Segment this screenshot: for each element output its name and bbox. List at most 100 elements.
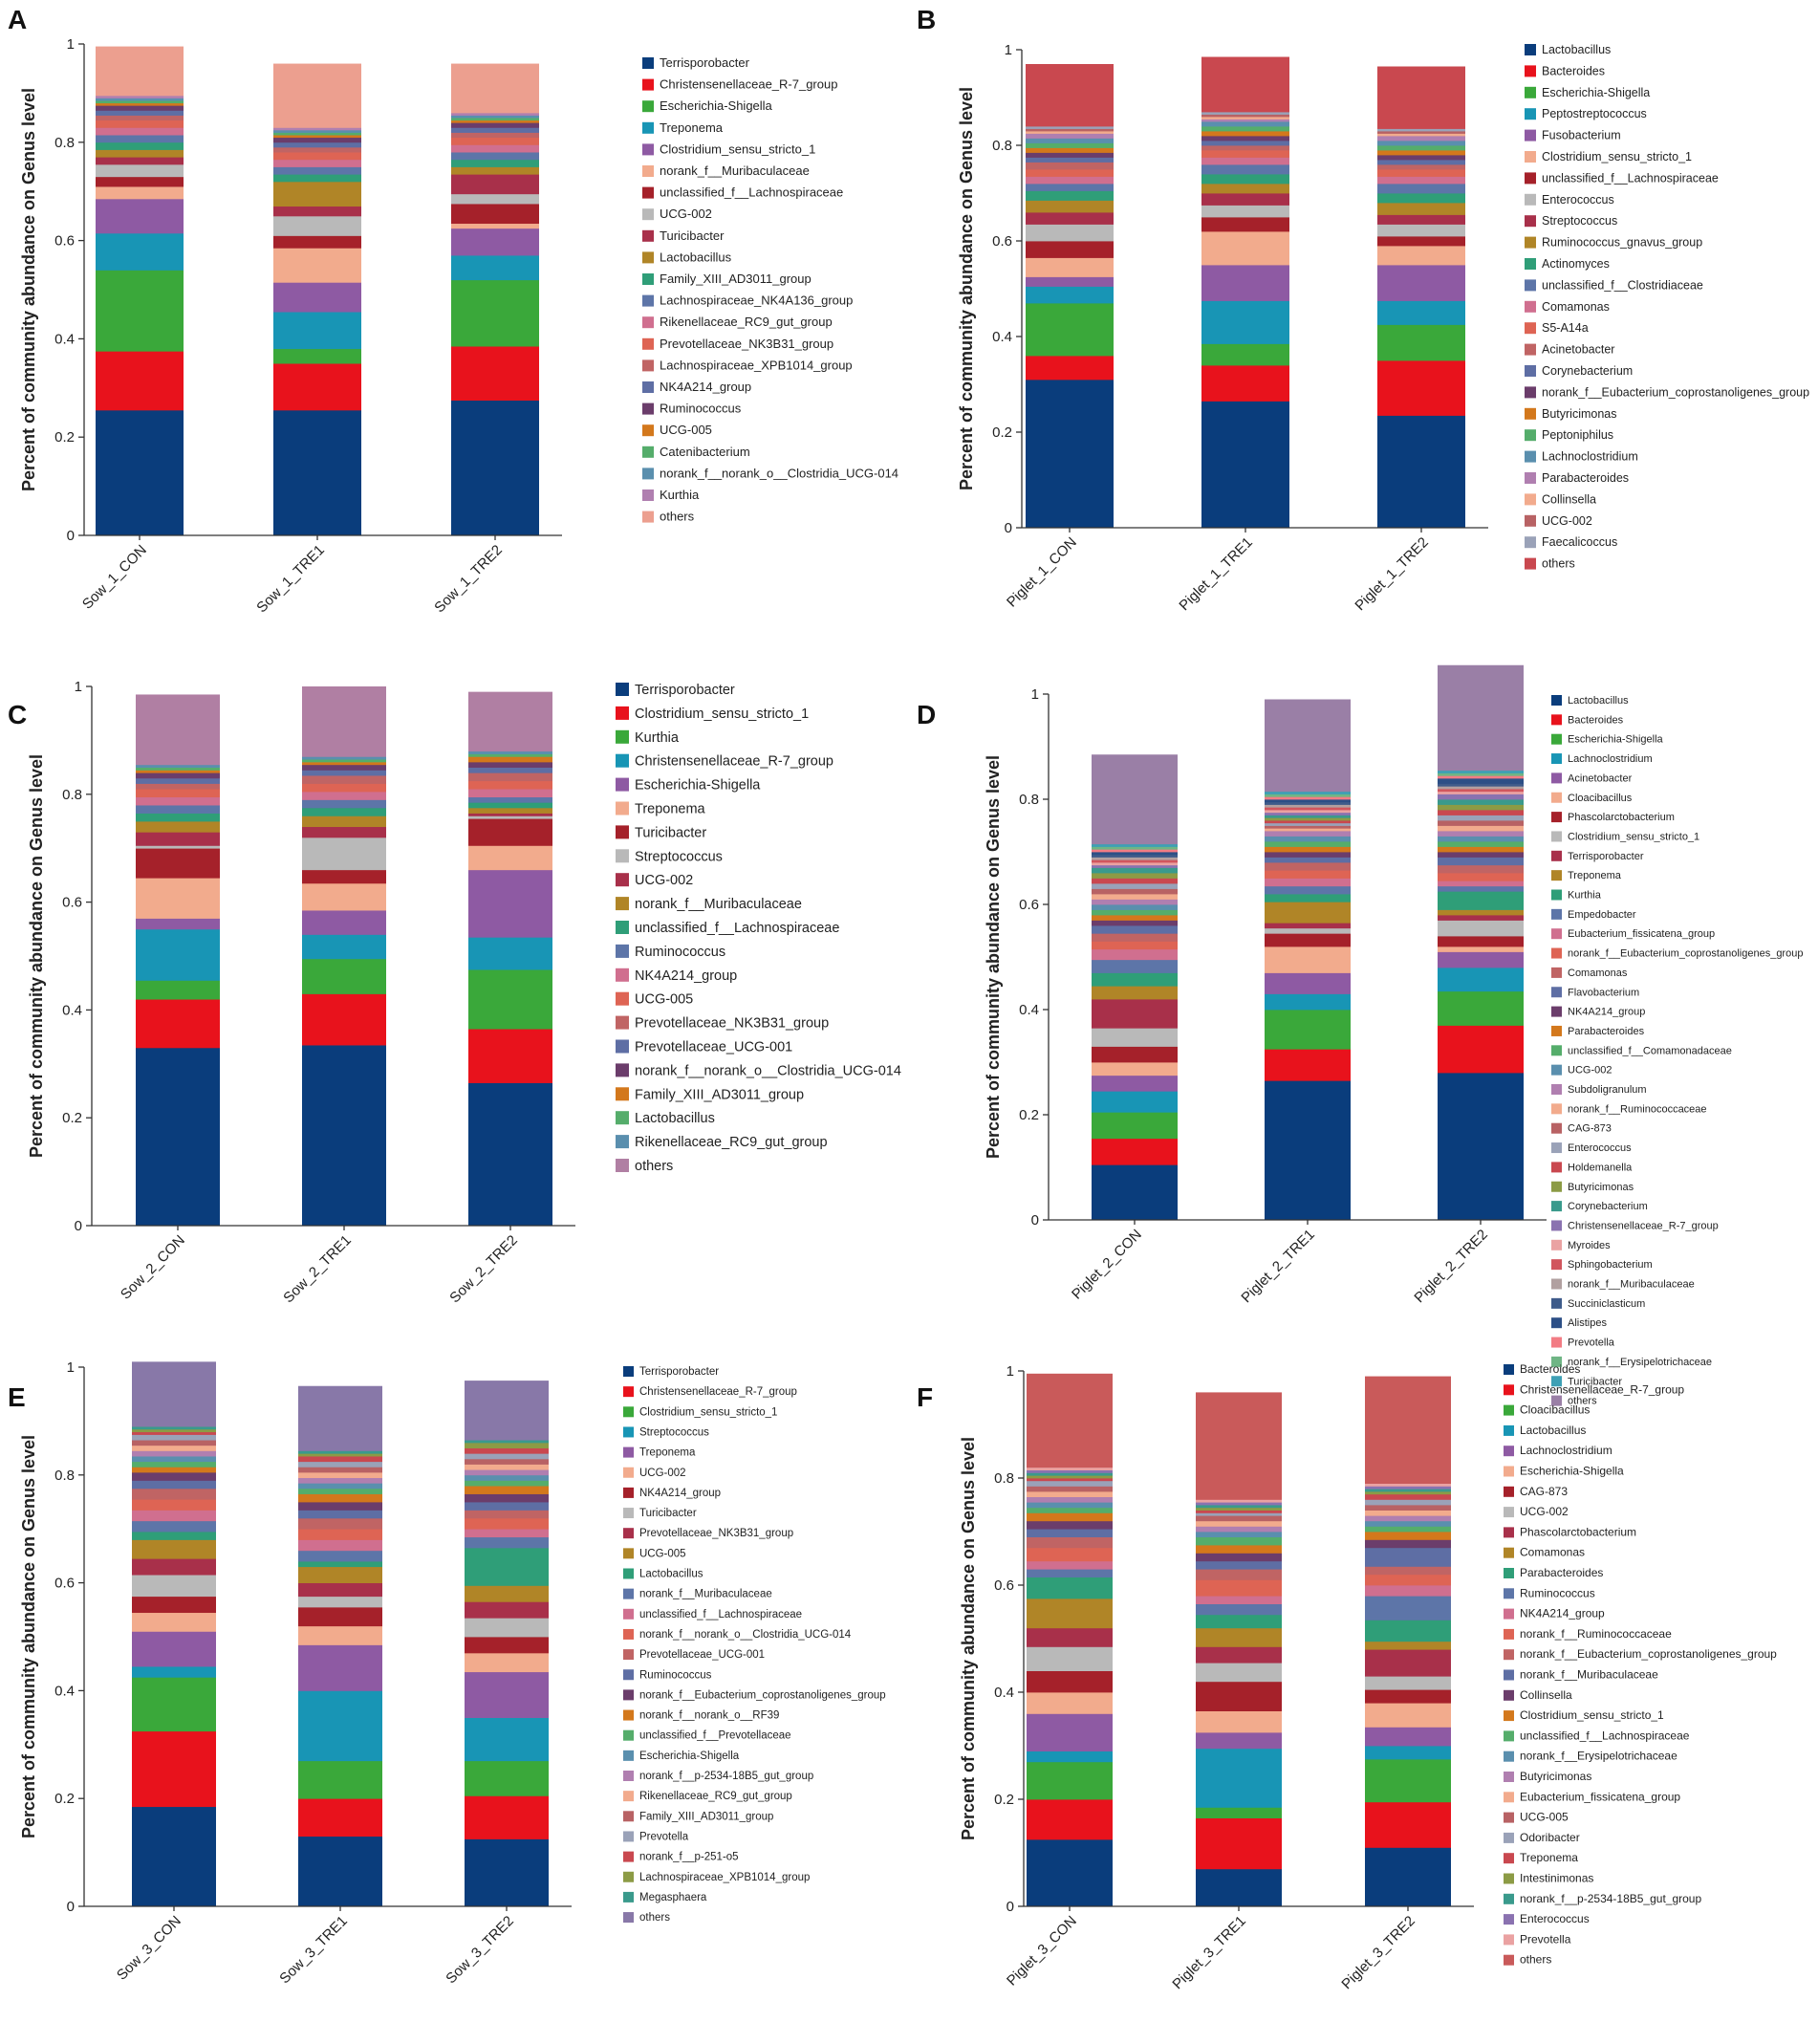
bar-segment-cloacibacillus-piglet-2-tre1 <box>1265 946 1351 973</box>
bar-segment-turicibacter-sow-2-tre2 <box>468 818 552 846</box>
bar-segment-unclassified-f-prevotellaceae-sow-3-con <box>132 1461 216 1468</box>
legend-swatch-phascolarctobacterium <box>1504 1527 1514 1538</box>
legend-label: Treponema <box>660 120 724 135</box>
x-tick-label: Piglet_1_TRE1 <box>1176 534 1255 614</box>
bar-segment-bacteroides-piglet-1-tre1 <box>1201 365 1289 402</box>
bar-segment-intestinimonas-piglet-3-tre2 <box>1365 1491 1451 1495</box>
bar-segment-ucg-005-sow-1-tre1 <box>273 135 361 139</box>
legend-swatch-actinomyces <box>1525 258 1536 270</box>
bar-segment-turicibacter-piglet-2-tre1 <box>1265 791 1351 794</box>
bar-segment-lachnospiraceae-xpb1014-group-sow-3-tre1 <box>298 1453 382 1457</box>
legend-swatch-escherichia-shigella <box>1504 1466 1514 1477</box>
bar-segment-cag-873-piglet-3-tre2 <box>1365 1689 1451 1704</box>
bar-segment-escherichia-shigella-piglet-2-con <box>1092 1112 1178 1140</box>
legend-label: norank_f__p-2534-18B5_gut_group <box>639 1771 813 1782</box>
bar-segment-butyricimonas-piglet-3-tre1 <box>1196 1526 1282 1533</box>
chart-e: E Percent of community abundance on Genus… <box>8 1359 886 1987</box>
y-tick-label: 0.6 <box>62 895 82 911</box>
bar-segment-terrisporobacter-piglet-2-tre2 <box>1438 915 1524 921</box>
bar-segment-unclassified-f-lachnospiraceae-sow-3-con <box>132 1510 216 1522</box>
bar-segment-sphingobacterium-piglet-2-con <box>1092 859 1178 863</box>
bar-segment-prevotella-piglet-3-tre1 <box>1196 1499 1282 1503</box>
legend-swatch-ruminococcus-gnavus-group <box>1525 236 1536 249</box>
legend-label: Megasphaera <box>639 1892 707 1903</box>
bar-segment-megasphaera-sow-3-tre1 <box>298 1450 382 1454</box>
y-tick-label: 0.8 <box>54 135 75 151</box>
bar-segment-nk4a214-group-sow-1-con <box>96 110 184 116</box>
legend-label: Butyricimonas <box>1520 1770 1591 1783</box>
y-tick-label: 0.2 <box>62 1110 82 1126</box>
bar-segment-prevotellaceae-ucg-001-sow-2-tre1 <box>302 770 386 776</box>
legend-label: unclassified_f__Lachnospiraceae <box>1520 1729 1690 1742</box>
legend-label: Clostridium_sensu_stricto_1 <box>1568 831 1699 842</box>
y-tick-label: 1 <box>1005 42 1012 58</box>
legend-swatch-prevotella <box>1551 1337 1562 1348</box>
bar-segment-treponema-piglet-3-con <box>1027 1478 1113 1482</box>
legend-swatch-ruminococcus <box>1504 1588 1514 1599</box>
bar-segment-lactobacillus-sow-3-tre1 <box>298 1561 382 1568</box>
bar-segment-bacteroides-piglet-1-con <box>1026 356 1114 381</box>
bar-segment-ucg-005-sow-3-tre2 <box>465 1585 549 1602</box>
bar-segment-lactobacillus-sow-2-con <box>136 767 220 771</box>
bar-segment-treponema-sow-3-tre1 <box>298 1644 382 1691</box>
bar-segment-succiniclasticum-piglet-2-tre1 <box>1265 801 1351 805</box>
bar-segment-terrisporobacter-sow-2-con <box>136 1047 220 1227</box>
legend-label: Corynebacterium <box>1542 364 1633 378</box>
bar-segment-lactobacillus-piglet-2-tre1 <box>1265 1080 1351 1221</box>
y-tick-label: 0.2 <box>1019 1107 1039 1123</box>
legend-label: norank_f__Ruminococcaceae <box>1568 1103 1707 1115</box>
bar-segment-peptoniphilus-piglet-1-tre2 <box>1377 145 1465 151</box>
bar-segment-eubacterium-fissicatena-group-piglet-2-tre1 <box>1265 878 1351 887</box>
bar-segment-lactobacillus-sow-3-tre2 <box>465 1547 549 1586</box>
legend-label: Turicibacter <box>1568 1376 1622 1387</box>
bar-segment-escherichia-shigella-sow-1-con <box>96 270 184 352</box>
legend-label: Escherichia-Shigella <box>1568 734 1664 746</box>
legend-label: Lachnoclostridium <box>1542 450 1638 464</box>
bar-segment-ucg-005-sow-3-tre1 <box>298 1566 382 1583</box>
bar-segment-unclassified-f-lachnospiraceae-sow-3-tre2 <box>465 1529 549 1538</box>
bar-segment-christensenellaceae-r-7-group-sow-2-tre2 <box>468 937 552 970</box>
chart-f: F Percent of community abundance on Genus… <box>917 1362 1777 1992</box>
legend-swatch-lactobacillus <box>1551 695 1562 706</box>
bar-segment-prevotella-piglet-2-tre2 <box>1438 775 1524 779</box>
bar-segment-others-sow-2-tre2 <box>468 691 552 752</box>
bar-segment-ucg-005-sow-2-tre1 <box>302 783 386 793</box>
bar-segment-norank-f-muribaculaceae-sow-3-tre1 <box>298 1550 382 1562</box>
bar-segment-nk4a214-group-sow-3-tre1 <box>298 1606 382 1627</box>
bar-group-sow-2-tre1 <box>302 686 386 1227</box>
panel-label: B <box>917 5 936 34</box>
legend-swatch-subdoligranulum <box>1551 1084 1562 1095</box>
bar-segment-cloacibacillus-piglet-3-tre1 <box>1196 1807 1282 1818</box>
x-tick-label: Piglet_3_TRE2 <box>1338 1913 1418 1992</box>
bar-segment-acinetobacter-piglet-2-con <box>1092 1075 1178 1092</box>
legend-swatch-collinsella <box>1504 1689 1514 1701</box>
legend-swatch-nk4a214-group <box>616 968 629 982</box>
legend-label: Prevotella <box>639 1831 689 1842</box>
bar-segment-norank-f-norank-o-clostridia-ucg-014-sow-3-tre1 <box>298 1529 382 1540</box>
bar-segment-lactobacillus-sow-1-tre2 <box>451 166 539 175</box>
bar-segment-lactobacillus-sow-1-con <box>96 149 184 158</box>
bar-group-piglet-2-tre2 <box>1438 664 1524 1221</box>
legend-swatch-cloacibacillus <box>1504 1404 1514 1416</box>
legend-swatch-s5-a14a <box>1525 322 1536 335</box>
legend-swatch-unclassified-f-prevotellaceae <box>623 1729 634 1741</box>
bar-segment-lachnoclostridium-piglet-1-con <box>1026 138 1114 143</box>
legend-label: Collinsella <box>1520 1688 1572 1702</box>
x-tick-label: Sow_1_TRE2 <box>431 542 505 616</box>
bar-segment-enterococcus-piglet-3-tre2 <box>1365 1486 1451 1490</box>
legend-swatch-terrisporobacter <box>642 57 654 69</box>
legend-label: norank_f__Eubacterium_coprostanoligenes_… <box>1542 385 1809 399</box>
bar-segment-parabacteroides-piglet-3-tre1 <box>1196 1614 1282 1629</box>
bar-segment-norank-f-eubacterium-coprostanoligenes-group-piglet-3-con <box>1027 1536 1113 1549</box>
legend-swatch-prevotellaceae-nk3b31-group <box>616 1015 629 1030</box>
bar-segment-enterococcus-piglet-2-con <box>1092 883 1178 889</box>
bar-segment-nk4a214-group-sow-3-tre2 <box>465 1637 549 1654</box>
legend-label: Streptococcus <box>635 849 723 864</box>
bar-segment-ucg-002-piglet-2-tre1 <box>1265 836 1351 842</box>
bar-segment-streptococcus-sow-3-con <box>132 1666 216 1678</box>
panel-label: A <box>8 5 27 34</box>
legend-swatch-norank-f-norank-o-clostridia-ucg-014 <box>642 468 654 480</box>
bar-segment-turicibacter-sow-3-tre2 <box>465 1618 549 1638</box>
bar-segment-norank-f-erysipelotrichaceae-piglet-2-tre1 <box>1265 794 1351 797</box>
legend-label: unclassified_f__Comamonadaceae <box>1568 1045 1732 1056</box>
